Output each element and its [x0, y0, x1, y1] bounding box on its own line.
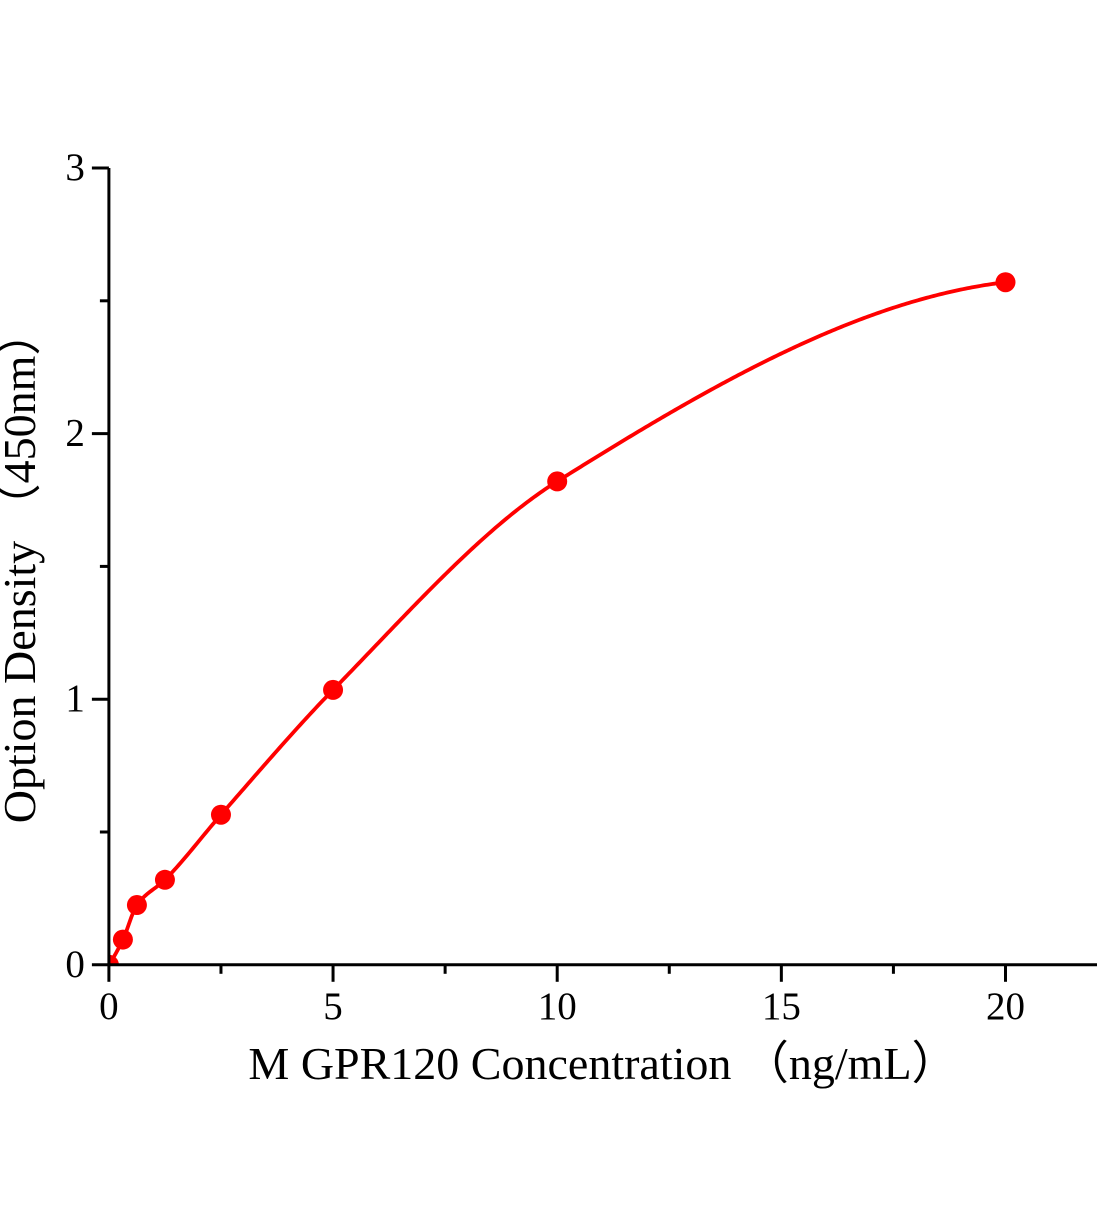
svg-text:0: 0	[99, 985, 119, 1028]
svg-text:M GPR120 Concentration （ng/mL）: M GPR120 Concentration （ng/mL）	[248, 1038, 957, 1089]
svg-text:15: 15	[762, 985, 801, 1028]
svg-text:0: 0	[65, 943, 85, 986]
svg-text:1: 1	[65, 677, 85, 720]
svg-text:3: 3	[65, 146, 85, 189]
svg-text:2: 2	[65, 412, 85, 455]
svg-text:Option Density （450nm）: Option Density （450nm）	[0, 310, 45, 824]
svg-text:20: 20	[986, 985, 1025, 1028]
svg-text:5: 5	[323, 985, 343, 1028]
svg-text:10: 10	[538, 985, 577, 1028]
